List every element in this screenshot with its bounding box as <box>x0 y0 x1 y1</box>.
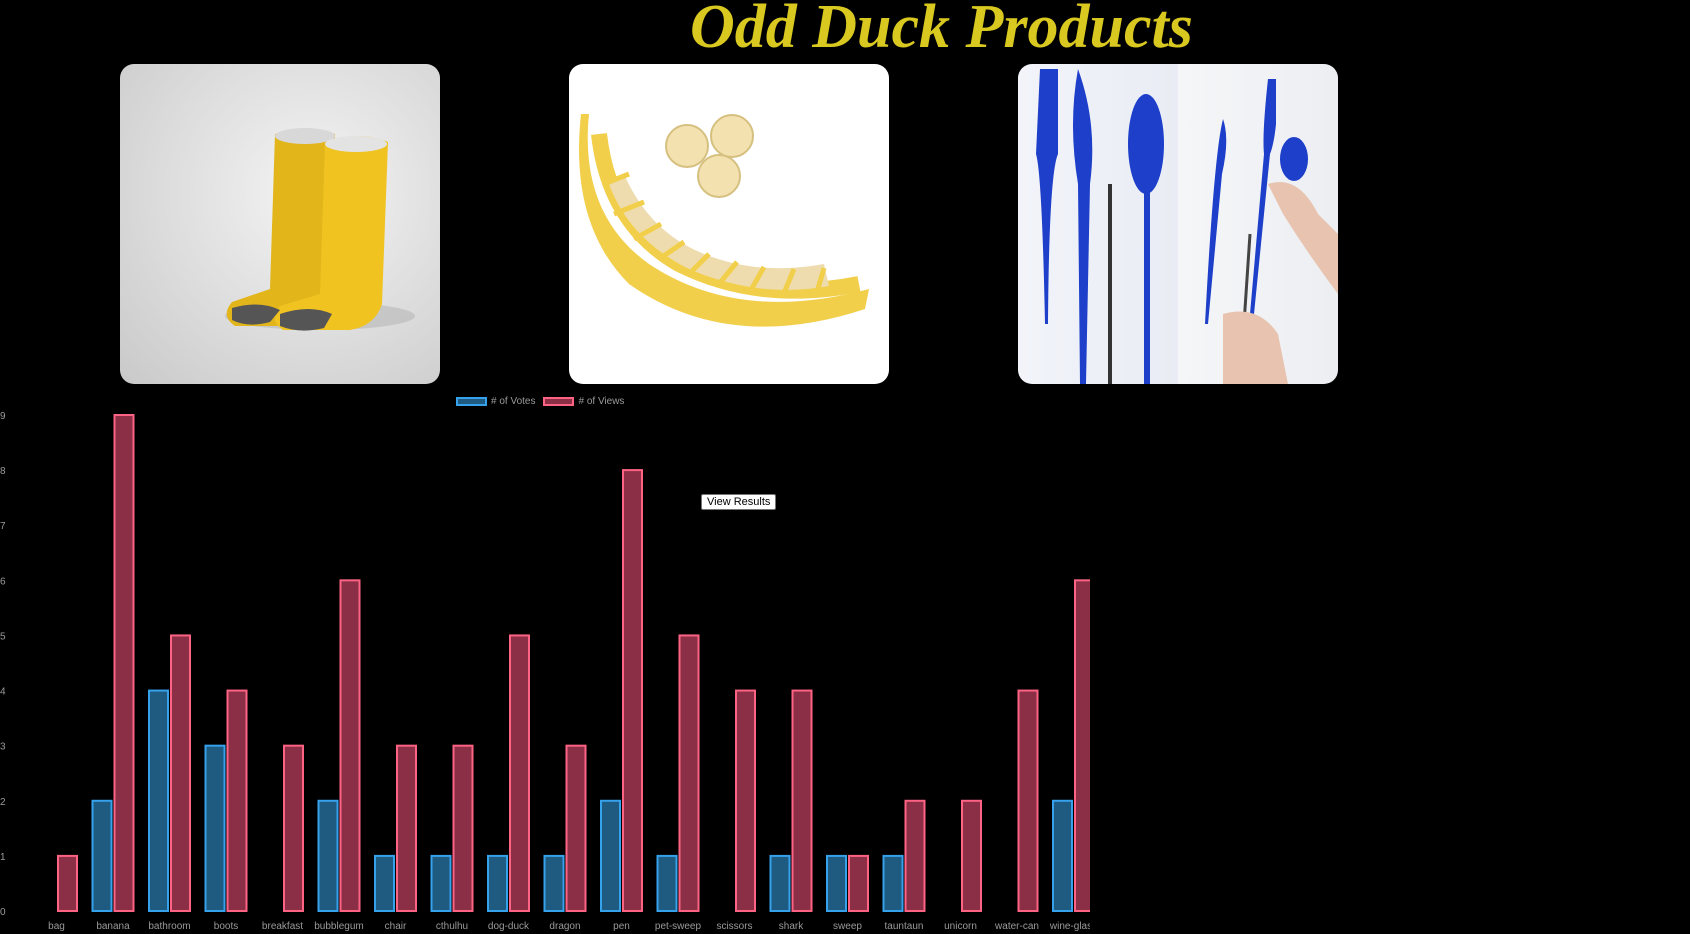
banana-image <box>579 114 869 327</box>
views-bar-dragon[interactable] <box>565 744 587 912</box>
y-tick-label: 1 <box>0 852 6 863</box>
y-tick-label: 8 <box>0 466 6 477</box>
x-tick-label: unicorn <box>944 921 977 932</box>
views-bar-pet-sweep[interactable] <box>678 634 700 912</box>
views-bar-chair[interactable] <box>396 744 417 912</box>
votes-views-bar-chart: 0 1 2 3 4 5 6 7 8 9 bag banana bathroom boots breakfas… <box>0 411 1090 932</box>
x-tick-label: wine-glass <box>1049 921 1090 932</box>
votes-bar-pet-sweep[interactable] <box>656 854 678 912</box>
legend-label-views: # of Views <box>578 396 625 407</box>
x-tick-label: tauntaun <box>885 921 924 932</box>
views-bar-pen[interactable] <box>622 469 643 912</box>
views-bar-cthulhu[interactable] <box>452 744 474 912</box>
legend-item-views[interactable]: # of Views <box>543 396 624 407</box>
views-bar-bag[interactable] <box>57 854 78 912</box>
views-bar-wine-glass[interactable] <box>1074 579 1090 912</box>
y-tick-label: 2 <box>0 797 6 808</box>
x-tick-label: banana <box>96 921 130 932</box>
page-title: Odd Duck Products <box>690 0 1193 61</box>
boots-image <box>225 128 415 331</box>
x-tick-label: bubblegum <box>314 921 363 932</box>
views-bar-bathroom[interactable] <box>170 634 191 912</box>
votes-bar-dragon[interactable] <box>543 854 565 912</box>
y-tick-label: 3 <box>0 742 6 753</box>
x-tick-label: boots <box>214 921 238 932</box>
legend-item-votes[interactable]: # of Votes <box>456 396 535 407</box>
votes-swatch <box>456 397 487 406</box>
views-bar-shark[interactable] <box>791 689 813 912</box>
x-tick-label: cthulhu <box>436 921 468 932</box>
votes-bar-sweep[interactable] <box>826 854 847 912</box>
views-bar-dog-duck[interactable] <box>509 634 530 912</box>
votes-bar-bubblegum[interactable] <box>317 799 339 912</box>
legend-label-votes: # of Votes <box>491 396 536 407</box>
x-tick-label: bathroom <box>148 921 190 932</box>
x-tick-label: dragon <box>549 921 580 932</box>
views-bar-sweep[interactable] <box>848 854 869 912</box>
votes-bar-wine-glass[interactable] <box>1052 799 1073 912</box>
product-image-banana[interactable] <box>569 64 889 384</box>
y-tick-label: 0 <box>0 907 6 918</box>
y-tick-label: 7 <box>0 521 6 532</box>
x-tick-label: water-can <box>994 921 1039 932</box>
views-bar-water-can[interactable] <box>1017 689 1039 912</box>
x-tick-label: bag <box>48 921 65 932</box>
x-tick-label: sweep <box>833 921 862 932</box>
votes-bar-dog-duck[interactable] <box>487 854 508 912</box>
views-bar-tauntaun[interactable] <box>904 799 926 912</box>
y-tick-label: 5 <box>0 631 6 642</box>
product-image-boots[interactable] <box>120 64 440 384</box>
votes-bar-boots[interactable] <box>204 744 226 912</box>
x-tick-label: scissors <box>716 921 752 932</box>
x-tick-label: dog-duck <box>488 921 530 932</box>
product-image-pen[interactable] <box>1018 64 1338 384</box>
y-tick-label: 6 <box>0 576 6 587</box>
views-bar-boots[interactable] <box>226 689 248 912</box>
x-tick-label: breakfast <box>262 921 303 932</box>
view-results-button[interactable]: View Results <box>701 494 777 510</box>
x-tick-label: shark <box>779 921 804 932</box>
votes-bar-bathroom[interactable] <box>148 689 169 912</box>
votes-bar-chair[interactable] <box>374 854 395 912</box>
votes-bar-shark[interactable] <box>769 854 791 912</box>
chart-legend: # of Votes # of Views <box>456 396 624 407</box>
views-bar-scissors[interactable] <box>735 689 756 912</box>
votes-bar-tauntaun[interactable] <box>882 854 904 912</box>
votes-bar-cthulhu[interactable] <box>430 854 452 912</box>
views-bar-banana[interactable] <box>113 414 135 912</box>
pen-image <box>1036 69 1338 384</box>
views-bar-breakfast[interactable] <box>283 744 304 912</box>
x-tick-label: chair <box>385 921 407 932</box>
y-tick-label: 9 <box>0 411 6 422</box>
x-tick-label: pen <box>613 921 630 932</box>
y-tick-label: 4 <box>0 687 6 698</box>
votes-bar-pen[interactable] <box>600 799 621 912</box>
views-swatch <box>543 397 575 406</box>
views-bar-unicorn[interactable] <box>961 799 982 912</box>
x-tick-label: pet-sweep <box>655 921 702 932</box>
votes-bar-banana[interactable] <box>91 799 113 912</box>
views-bar-bubblegum[interactable] <box>339 579 361 912</box>
